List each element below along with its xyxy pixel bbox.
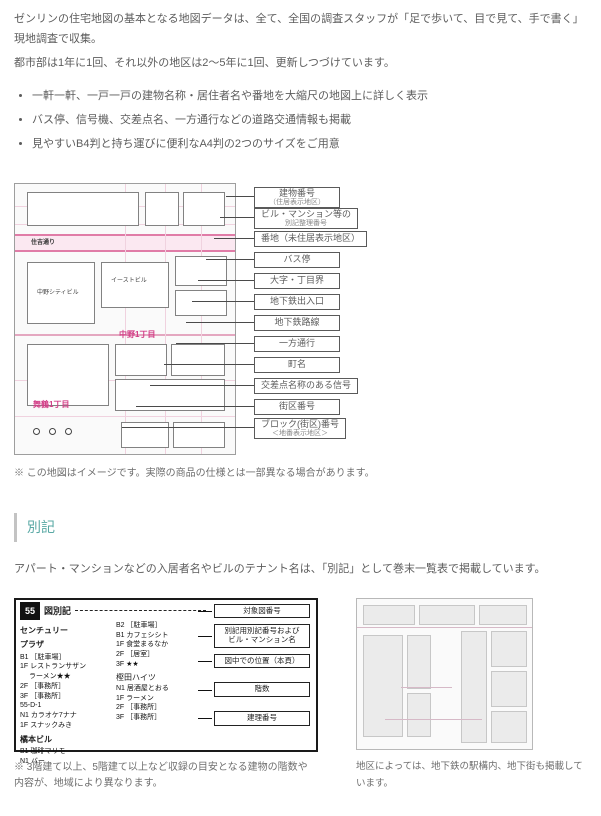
feature-item: バス停、信号機、交差点名、一方通行などの道路交通情報も掲載 bbox=[32, 111, 587, 131]
zumen-bldg-name: 橘本ビル bbox=[20, 733, 112, 747]
zumen-row: 1F スナックみき bbox=[20, 722, 112, 731]
zumen-row: N1 カラオケ7ナナ bbox=[20, 712, 112, 721]
map-text: 中野シティビル bbox=[37, 288, 79, 299]
legend-box: バス停 bbox=[254, 252, 340, 268]
zumen-bldg-name: 樫田ハイツ bbox=[116, 671, 200, 685]
zumen-legend-line: ビル・マンション名 bbox=[228, 635, 296, 644]
feature-item: 見やすいB4判と持ち運びに便利なA4判の2つのサイズをご用意 bbox=[32, 135, 587, 155]
zumen-row: B1 カフェシシト bbox=[116, 632, 200, 641]
legend-box: ブロック(街区)番号 ＜地番表示地区＞ bbox=[254, 418, 346, 440]
zumen-row: 2F ［居室］ bbox=[116, 651, 200, 660]
feature-item: 一軒一軒、一戸一戸の建物名称・居住者名や番地を大縮尺の地図上に詳しく表示 bbox=[32, 87, 587, 107]
legend-box: 交差点名称のある信号 bbox=[254, 378, 358, 394]
zumen-legend-box: 別記用別記番号および ビル・マンション名 bbox=[214, 624, 310, 647]
zumen-row: B1 ［駐車場］ bbox=[20, 654, 112, 663]
map-legend: 建物番号 （住居表示地区） ビル・マンション等の 別記整理番号 番地（未住居表示… bbox=[254, 183, 367, 439]
legend-box: 建物番号 （住居表示地区） bbox=[254, 187, 340, 209]
legend-line: ビル・マンション等の bbox=[261, 209, 351, 219]
zumen-row: 55-D-1 bbox=[20, 702, 112, 711]
legend-box: 地下鉄出入口 bbox=[254, 294, 340, 310]
road-label: 住吉通り bbox=[31, 238, 55, 249]
zumen-row: N1 居酒屋とおる bbox=[116, 685, 200, 694]
zumen-header-num: 55 bbox=[20, 602, 40, 620]
zumen-legend-box: 階数 bbox=[214, 682, 310, 697]
legend-box: 一方通行 bbox=[254, 336, 340, 352]
legend-box: 大字・丁目界 bbox=[254, 273, 340, 289]
zumen-figure: 55 図別記 センチュリー プラザ B1 ［駐車場］ 1F レストランサザン ラ… bbox=[14, 598, 318, 792]
zumen-legend: 対象図番号 別記用別記番号および ビル・マンション名 図中での位置（本頁） 階数… bbox=[214, 604, 310, 732]
zumen-row: 3F ［事務所］ bbox=[116, 714, 200, 723]
section-lead: アパート・マンションなどの入居者名やビルのテナント名は、「別記」として巻末一覧表… bbox=[14, 560, 587, 580]
zumen-row: 2F ［事務所］ bbox=[20, 683, 112, 692]
legend-box: ビル・マンション等の 別記整理番号 bbox=[254, 208, 358, 230]
chome-label: 中野1丁目 bbox=[119, 328, 155, 342]
section-heading: 別記 bbox=[14, 513, 587, 542]
legend-box: 町名 bbox=[254, 357, 340, 373]
chika-figure: 地区によっては、地下鉄の駅構内、地下街も掲載しています。 bbox=[356, 598, 587, 792]
zumen-row: ラーメン★★ bbox=[20, 673, 112, 682]
lower-figures: 55 図別記 センチュリー プラザ B1 ［駐車場］ 1F レストランサザン ラ… bbox=[14, 598, 587, 792]
intro-line-2: 都市部は1年に1回、それ以外の地区は2〜5年に1回、更新しつづけています。 bbox=[14, 54, 587, 74]
chika-image bbox=[356, 598, 533, 750]
zumen-row: B1 珈琲マリモ bbox=[20, 748, 112, 757]
legend-sub: 別記整理番号 bbox=[261, 220, 351, 228]
main-map-image: 住吉通り 中野シティビル イーストビル 中野1丁目 舞鶴1丁目 bbox=[14, 183, 236, 455]
legend-box: 地下鉄路線 bbox=[254, 315, 340, 331]
legend-box: 番地（未住居表示地区） bbox=[254, 231, 367, 247]
zumen-legend-box: 建理番号 bbox=[214, 711, 310, 726]
chome-label: 舞鶴1丁目 bbox=[33, 398, 69, 412]
main-map-figure: 住吉通り 中野シティビル イーストビル 中野1丁目 舞鶴1丁目 bbox=[14, 183, 587, 455]
zumen-row: B2 ［駐車場］ bbox=[116, 622, 200, 631]
zumen-row: 3F ★★ bbox=[116, 661, 200, 670]
zumen-header-title: 図別記 bbox=[44, 603, 71, 619]
zumen-image: 55 図別記 センチュリー プラザ B1 ［駐車場］ 1F レストランサザン ラ… bbox=[14, 598, 318, 752]
intro-block: ゼンリンの住宅地図の基本となる地図データは、全て、全国の調査スタッフが「足で歩い… bbox=[14, 10, 587, 73]
feature-list: 一軒一軒、一戸一戸の建物名称・居住者名や番地を大縮尺の地図上に詳しく表示 バス停… bbox=[14, 87, 587, 154]
zumen-legend-box: 対象図番号 bbox=[214, 604, 310, 619]
zumen-row: 1F ラーメン bbox=[116, 695, 200, 704]
legend-line: ブロック(街区)番号 bbox=[261, 419, 339, 429]
zumen-row: N1 バー bbox=[20, 758, 112, 767]
legend-sub: （住居表示地区） bbox=[261, 199, 333, 207]
zumen-bldg-name: センチュリー プラザ bbox=[20, 624, 112, 653]
legend-line: 建物番号 bbox=[279, 188, 315, 198]
legend-sub: ＜地番表示地区＞ bbox=[261, 430, 339, 438]
intro-line-1: ゼンリンの住宅地図の基本となる地図データは、全て、全国の調査スタッフが「足で歩い… bbox=[14, 10, 587, 50]
zumen-legend-box: 図中での位置（本頁） bbox=[214, 654, 310, 669]
zumen-row: 1F レストランサザン bbox=[20, 663, 112, 672]
map-text: イーストビル bbox=[111, 276, 147, 287]
legend-box: 街区番号 bbox=[254, 399, 340, 415]
zumen-row: 2F ［事務所］ bbox=[116, 704, 200, 713]
zumen-row: 1F 食堂まるなか bbox=[116, 641, 200, 650]
map-disclaimer: ※ この地図はイメージです。実際の商品の仕様とは一部異なる場合があります。 bbox=[14, 465, 587, 483]
chika-note: 地区によっては、地下鉄の駅構内、地下街も掲載しています。 bbox=[356, 758, 587, 792]
